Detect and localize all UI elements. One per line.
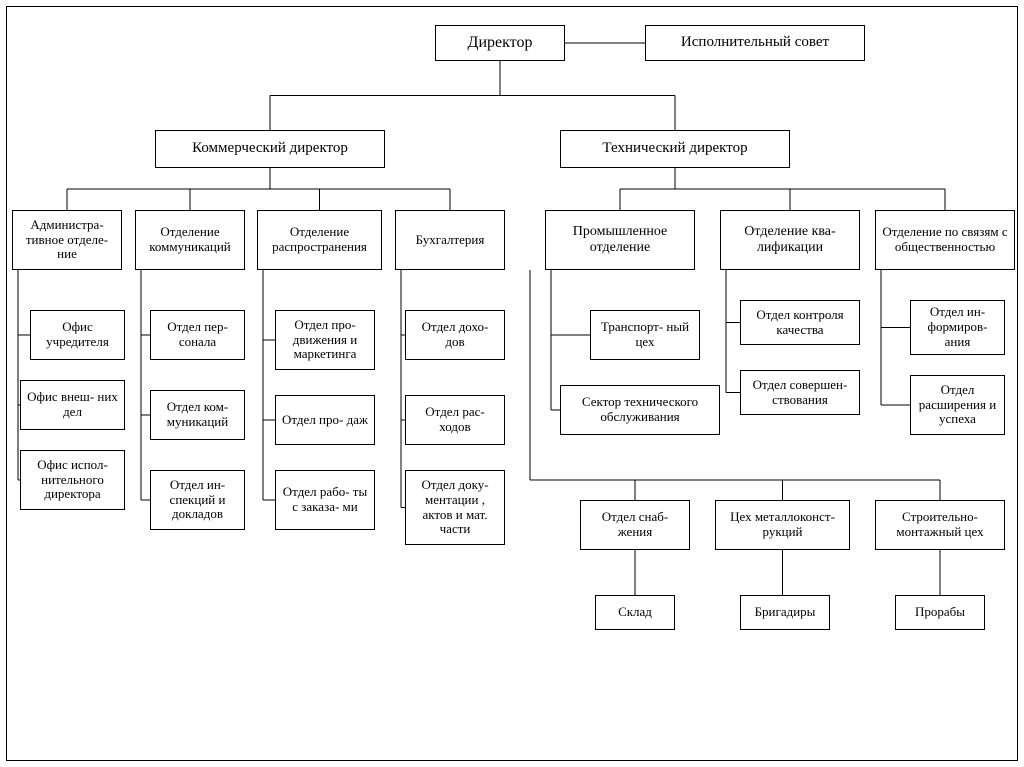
node-inspections: Отдел ин- спекций и докладов xyxy=(150,470,245,530)
node-technical: Технический директор xyxy=(560,130,790,168)
node-director: Директор xyxy=(435,25,565,61)
node-ext_affairs: Офис внеш- них дел xyxy=(20,380,125,430)
node-expand: Отдел расширения и успеха xyxy=(910,375,1005,435)
node-foremen: Бригадиры xyxy=(740,595,830,630)
node-maintenance: Сектор технического обслуживания xyxy=(560,385,720,435)
node-comm_dept: Отдел ком- муникаций xyxy=(150,390,245,440)
node-sales: Отдел про- даж xyxy=(275,395,375,445)
node-improve: Отдел совершен- ствования xyxy=(740,370,860,415)
node-expenses: Отдел рас- ходов xyxy=(405,395,505,445)
node-commercial: Коммерческий директор xyxy=(155,130,385,168)
node-quality: Отдел контроля качества xyxy=(740,300,860,345)
node-comm_div: Отделение коммуникаций xyxy=(135,210,245,270)
node-personnel: Отдел пер- сонала xyxy=(150,310,245,360)
node-supply: Отдел снаб- жения xyxy=(580,500,690,550)
node-construct: Строительно- монтажный цех xyxy=(875,500,1005,550)
chart-frame xyxy=(6,6,1018,761)
node-industrial: Промышленное отделение xyxy=(545,210,695,270)
node-income: Отдел дохо- дов xyxy=(405,310,505,360)
node-docs: Отдел доку- ментации , актов и мат. част… xyxy=(405,470,505,545)
node-transport: Транспорт- ный цех xyxy=(590,310,700,360)
node-pr_div: Отделение по связям с общественностью xyxy=(875,210,1015,270)
node-qualification: Отделение ква- лификации xyxy=(720,210,860,270)
node-supervisors: Прорабы xyxy=(895,595,985,630)
node-founder_office: Офис учредителя xyxy=(30,310,125,360)
node-inform: Отдел ин- формиров- ания xyxy=(910,300,1005,355)
node-council: Исполнительный совет xyxy=(645,25,865,61)
node-admin: Администра- тивное отделе- ние xyxy=(12,210,122,270)
node-exec_office: Офис испол- нительного директора xyxy=(20,450,125,510)
node-metal: Цех металлоконст- рукций xyxy=(715,500,850,550)
node-accounting: Бухгалтерия xyxy=(395,210,505,270)
node-warehouse: Склад xyxy=(595,595,675,630)
node-promo: Отдел про- движения и маркетинга xyxy=(275,310,375,370)
node-orders: Отдел рабо- ты с заказа- ми xyxy=(275,470,375,530)
node-distr_div: Отделение распространения xyxy=(257,210,382,270)
